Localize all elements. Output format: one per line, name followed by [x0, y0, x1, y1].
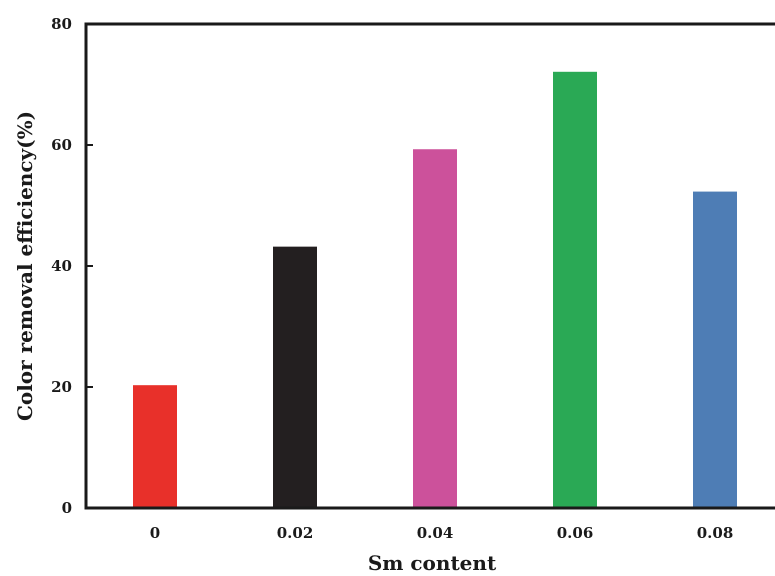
y-tick-label: 20 — [51, 378, 72, 396]
bar-0.04 — [413, 149, 457, 509]
bar-0 — [133, 385, 177, 508]
bar-0.06 — [553, 71, 597, 509]
x-tick-label: 0.08 — [697, 524, 734, 542]
x-tick-label: 0.06 — [557, 524, 594, 542]
x-axis-title: Sm content — [368, 551, 497, 575]
y-axis-ticks: 0 20 40 60 80 — [51, 15, 93, 517]
x-tick-label: 0.04 — [417, 524, 454, 542]
bar-0.02 — [273, 246, 317, 508]
x-axis-ticks: 0 0.02 0.04 0.06 0.08 — [150, 524, 733, 542]
y-axis-title: Color removal efficiency(%) — [13, 111, 37, 421]
x-tick-label: 0.02 — [277, 524, 314, 542]
y-tick-label: 80 — [51, 15, 72, 33]
y-tick-label: 60 — [51, 136, 72, 154]
bar-0.08 — [693, 191, 737, 508]
bars-group — [133, 71, 737, 509]
y-tick-label: 40 — [51, 257, 72, 275]
y-tick-label: 0 — [62, 499, 72, 517]
x-tick-label: 0 — [150, 524, 160, 542]
